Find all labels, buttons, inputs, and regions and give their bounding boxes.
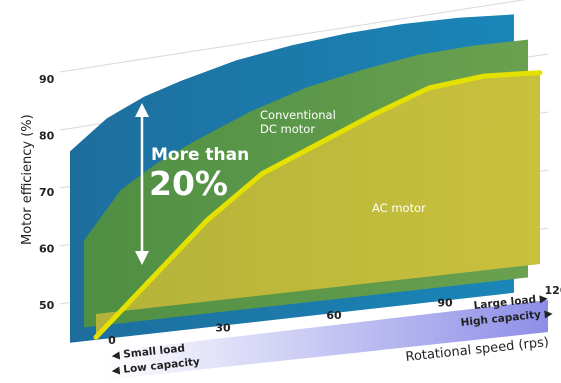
grid-line-90	[59, 0, 526, 73]
y-axis-title: Motor efficiency (%)	[20, 114, 35, 245]
x-axis-ticks: 0 30 60 90 120	[108, 284, 561, 347]
series-area-2	[96, 72, 540, 338]
x-tick-60: 60	[326, 309, 342, 322]
annotation-line2: 20%	[149, 164, 228, 203]
x-tick-0: 0	[108, 334, 116, 347]
y-tick-50: 50	[39, 299, 55, 312]
annotation-line1: More than	[151, 145, 249, 165]
ac-motor-label: AC motor	[372, 201, 426, 215]
x-tick-90: 90	[437, 297, 453, 310]
y-tick-80: 80	[39, 130, 55, 143]
capacity-band	[104, 300, 548, 380]
x-tick-30: 30	[215, 322, 231, 335]
y-tick-60: 60	[39, 243, 55, 256]
y-axis-ticks: 50 60 70 80 90	[39, 73, 55, 312]
series-layer	[70, 14, 540, 343]
difference-arrow	[135, 103, 149, 265]
y-tick-90: 90	[39, 73, 55, 86]
x-tick-120: 120	[545, 284, 561, 297]
dc-motor-label: Conventional DC motor	[260, 108, 339, 136]
y-tick-70: 70	[39, 186, 55, 199]
ac-motor-line	[93, 70, 543, 340]
